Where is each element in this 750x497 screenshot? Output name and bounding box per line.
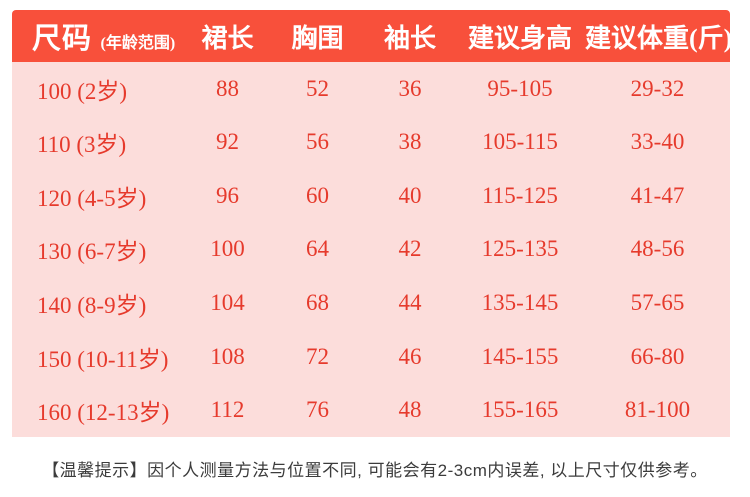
table-row: 100 (2岁) 88 52 36 95-105 29-32 [12,62,730,116]
header-chest: 胸围 [270,10,365,62]
header-size-label: 尺码 [32,23,93,55]
cell-skirt-length: 88 [185,62,270,116]
cell-sleeve-length: 42 [365,222,455,277]
cell-chest: 72 [270,329,365,384]
table-row: 150 (10-11岁) 108 72 46 145-155 66-80 [12,329,730,384]
cell-suggested-height: 145-155 [455,329,585,384]
table-row: 160 (12-13岁) 112 76 48 155-165 81-100 [12,383,730,437]
cell-size: 150 (10-11岁) [12,329,185,384]
cell-chest: 60 [270,169,365,223]
cell-suggested-weight: 66-80 [585,329,730,384]
table-row: 110 (3岁) 92 56 38 105-115 33-40 [12,115,730,170]
header-size: 尺码 (年龄范围) [12,10,185,62]
cell-sleeve-length: 44 [365,276,455,330]
size-table: 尺码 (年龄范围) 裙长 胸围 袖长 建议身高 建议体重(斤) 100 (2岁)… [12,10,732,437]
notice-text: 【温馨提示】因个人测量方法与位置不同, 可能会有2-3cm内误差, 以上尺寸仅供… [42,461,708,480]
cell-sleeve-length: 46 [365,329,455,384]
table-header-row: 尺码 (年龄范围) 裙长 胸围 袖长 建议身高 建议体重(斤) [12,10,732,62]
cell-chest: 56 [270,115,365,170]
cell-size: 110 (3岁) [12,115,185,170]
cell-skirt-length: 92 [185,115,270,170]
cell-suggested-height: 135-145 [455,276,585,330]
table-row: 140 (8-9岁) 104 68 44 135-145 57-65 [12,276,730,330]
cell-skirt-length: 96 [185,169,270,223]
cell-chest: 68 [270,276,365,330]
cell-skirt-length: 112 [185,383,270,437]
cell-suggested-weight: 48-56 [585,222,730,277]
header-suggested-weight: 建议体重(斤) [585,10,732,62]
header-sleeve-length: 袖长 [365,10,455,62]
cell-size: 160 (12-13岁) [12,383,185,437]
cell-suggested-height: 105-115 [455,115,585,170]
cell-sleeve-length: 36 [365,62,455,116]
cell-suggested-weight: 57-65 [585,276,730,330]
cell-suggested-height: 115-125 [455,169,585,223]
cell-skirt-length: 108 [185,329,270,384]
cell-size: 100 (2岁) [12,62,185,116]
cell-suggested-height: 155-165 [455,383,585,437]
header-skirt-length: 裙长 [185,10,270,62]
cell-size: 140 (8-9岁) [12,276,185,330]
cell-suggested-weight: 41-47 [585,169,730,223]
cell-suggested-weight: 29-32 [585,62,730,116]
cell-sleeve-length: 40 [365,169,455,223]
table-row: 120 (4-5岁) 96 60 40 115-125 41-47 [12,169,730,223]
table-row: 130 (6-7岁) 100 64 42 125-135 48-56 [12,222,730,277]
cell-sleeve-length: 38 [365,115,455,170]
cell-suggested-height: 95-105 [455,62,585,116]
cell-chest: 64 [270,222,365,277]
cell-size: 120 (4-5岁) [12,169,185,223]
cell-skirt-length: 104 [185,276,270,330]
header-suggested-height: 建议身高 [455,10,585,62]
header-size-age-range-label: (年龄范围) [100,35,176,52]
cell-suggested-weight: 81-100 [585,383,730,437]
cell-chest: 76 [270,383,365,437]
cell-chest: 52 [270,62,365,116]
cell-skirt-length: 100 [185,222,270,277]
cell-suggested-weight: 33-40 [585,115,730,170]
cell-sleeve-length: 48 [365,383,455,437]
cell-suggested-height: 125-135 [455,222,585,277]
cell-size: 130 (6-7岁) [12,222,185,277]
